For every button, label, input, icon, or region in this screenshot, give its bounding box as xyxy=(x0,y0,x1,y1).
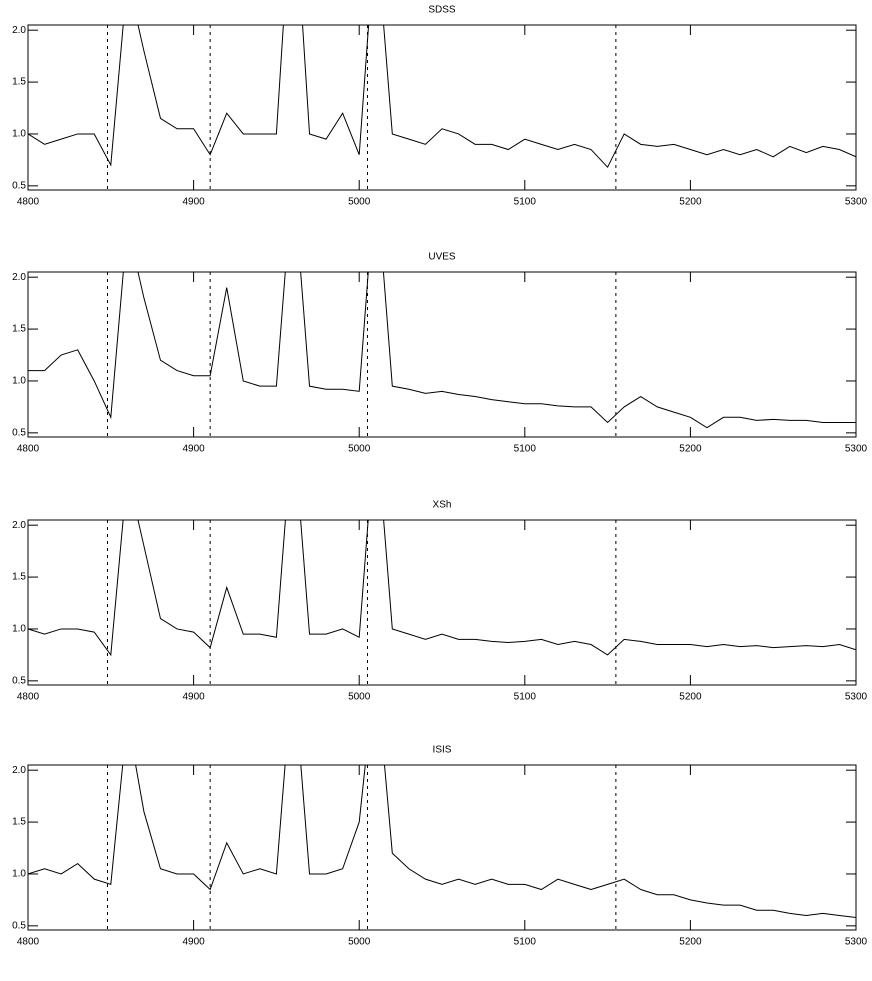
plot-frame xyxy=(27,24,857,191)
y-tick-label: 1.5 xyxy=(12,572,26,583)
x-tick-label: 5300 xyxy=(845,444,868,455)
x-tick-label: 5300 xyxy=(845,937,868,948)
x-tick-label: 5100 xyxy=(514,197,537,208)
x-tick-label: 5100 xyxy=(514,692,537,703)
panel: SDSS 0.5 1.0 1.5 2.0 4800 4900 5000 5100 5200 5300 xyxy=(12,5,868,208)
x-tick-label: 4900 xyxy=(182,692,205,703)
x-tick-label: 4900 xyxy=(182,444,205,455)
y-tick-label: 0.5 xyxy=(12,427,26,438)
panel: XSh 0.5 1.0 1.5 2.0 4800 4900 5000 5100 5200 5300 xyxy=(12,500,868,703)
x-tick-label: 5000 xyxy=(348,692,371,703)
panel-title: ISIS xyxy=(433,745,452,756)
x-tick-label: 4800 xyxy=(17,197,40,208)
panel-title: UVES xyxy=(428,252,456,263)
plot-frame xyxy=(27,519,857,686)
x-tick-label: 4900 xyxy=(182,197,205,208)
y-tick-label: 2.0 xyxy=(12,272,26,283)
plot-frame xyxy=(27,764,857,931)
x-tick-label: 5200 xyxy=(679,937,702,948)
x-tick-label: 5000 xyxy=(348,197,371,208)
spectrum-line xyxy=(28,765,856,919)
x-tick-label: 5300 xyxy=(845,197,868,208)
y-tick-label: 2.0 xyxy=(12,520,26,531)
panel-title: SDSS xyxy=(428,5,456,16)
x-tick-label: 5200 xyxy=(679,444,702,455)
y-tick-label: 1.5 xyxy=(12,324,26,335)
spectrum-line xyxy=(28,520,856,657)
y-tick-label: 1.5 xyxy=(12,77,26,88)
y-tick-label: 1.0 xyxy=(12,376,26,387)
panel: UVES 0.5 1.0 1.5 2.0 4800 4900 5000 5100 5200 5300 xyxy=(12,252,868,455)
x-tick-label: 4800 xyxy=(17,444,40,455)
y-tick-label: 1.0 xyxy=(12,624,26,635)
x-tick-label: 5300 xyxy=(845,692,868,703)
x-tick-label: 4800 xyxy=(17,937,40,948)
y-tick-label: 1.0 xyxy=(12,129,26,140)
x-tick-label: 4900 xyxy=(182,937,205,948)
x-tick-label: 5200 xyxy=(679,197,702,208)
x-tick-label: 5000 xyxy=(348,937,371,948)
y-tick-label: 2.0 xyxy=(12,25,26,36)
plot-frame xyxy=(27,271,857,438)
x-tick-label: 5100 xyxy=(514,937,537,948)
y-tick-label: 0.5 xyxy=(12,920,26,931)
y-tick-label: 0.5 xyxy=(12,675,26,686)
x-tick-label: 5200 xyxy=(679,692,702,703)
x-tick-label: 5000 xyxy=(348,444,371,455)
x-tick-label: 5100 xyxy=(514,444,537,455)
y-tick-label: 0.5 xyxy=(12,180,26,191)
y-tick-label: 1.5 xyxy=(12,817,26,828)
x-tick-label: 4800 xyxy=(17,692,40,703)
spectrum-line xyxy=(28,272,856,429)
panel: ISIS 0.5 1.0 1.5 2.0 4800 4900 5000 5100 5200 5300 xyxy=(12,745,868,948)
panel-title: XSh xyxy=(433,500,452,511)
spectrum-line xyxy=(28,25,856,169)
y-tick-label: 1.0 xyxy=(12,869,26,880)
y-tick-label: 2.0 xyxy=(12,765,26,776)
